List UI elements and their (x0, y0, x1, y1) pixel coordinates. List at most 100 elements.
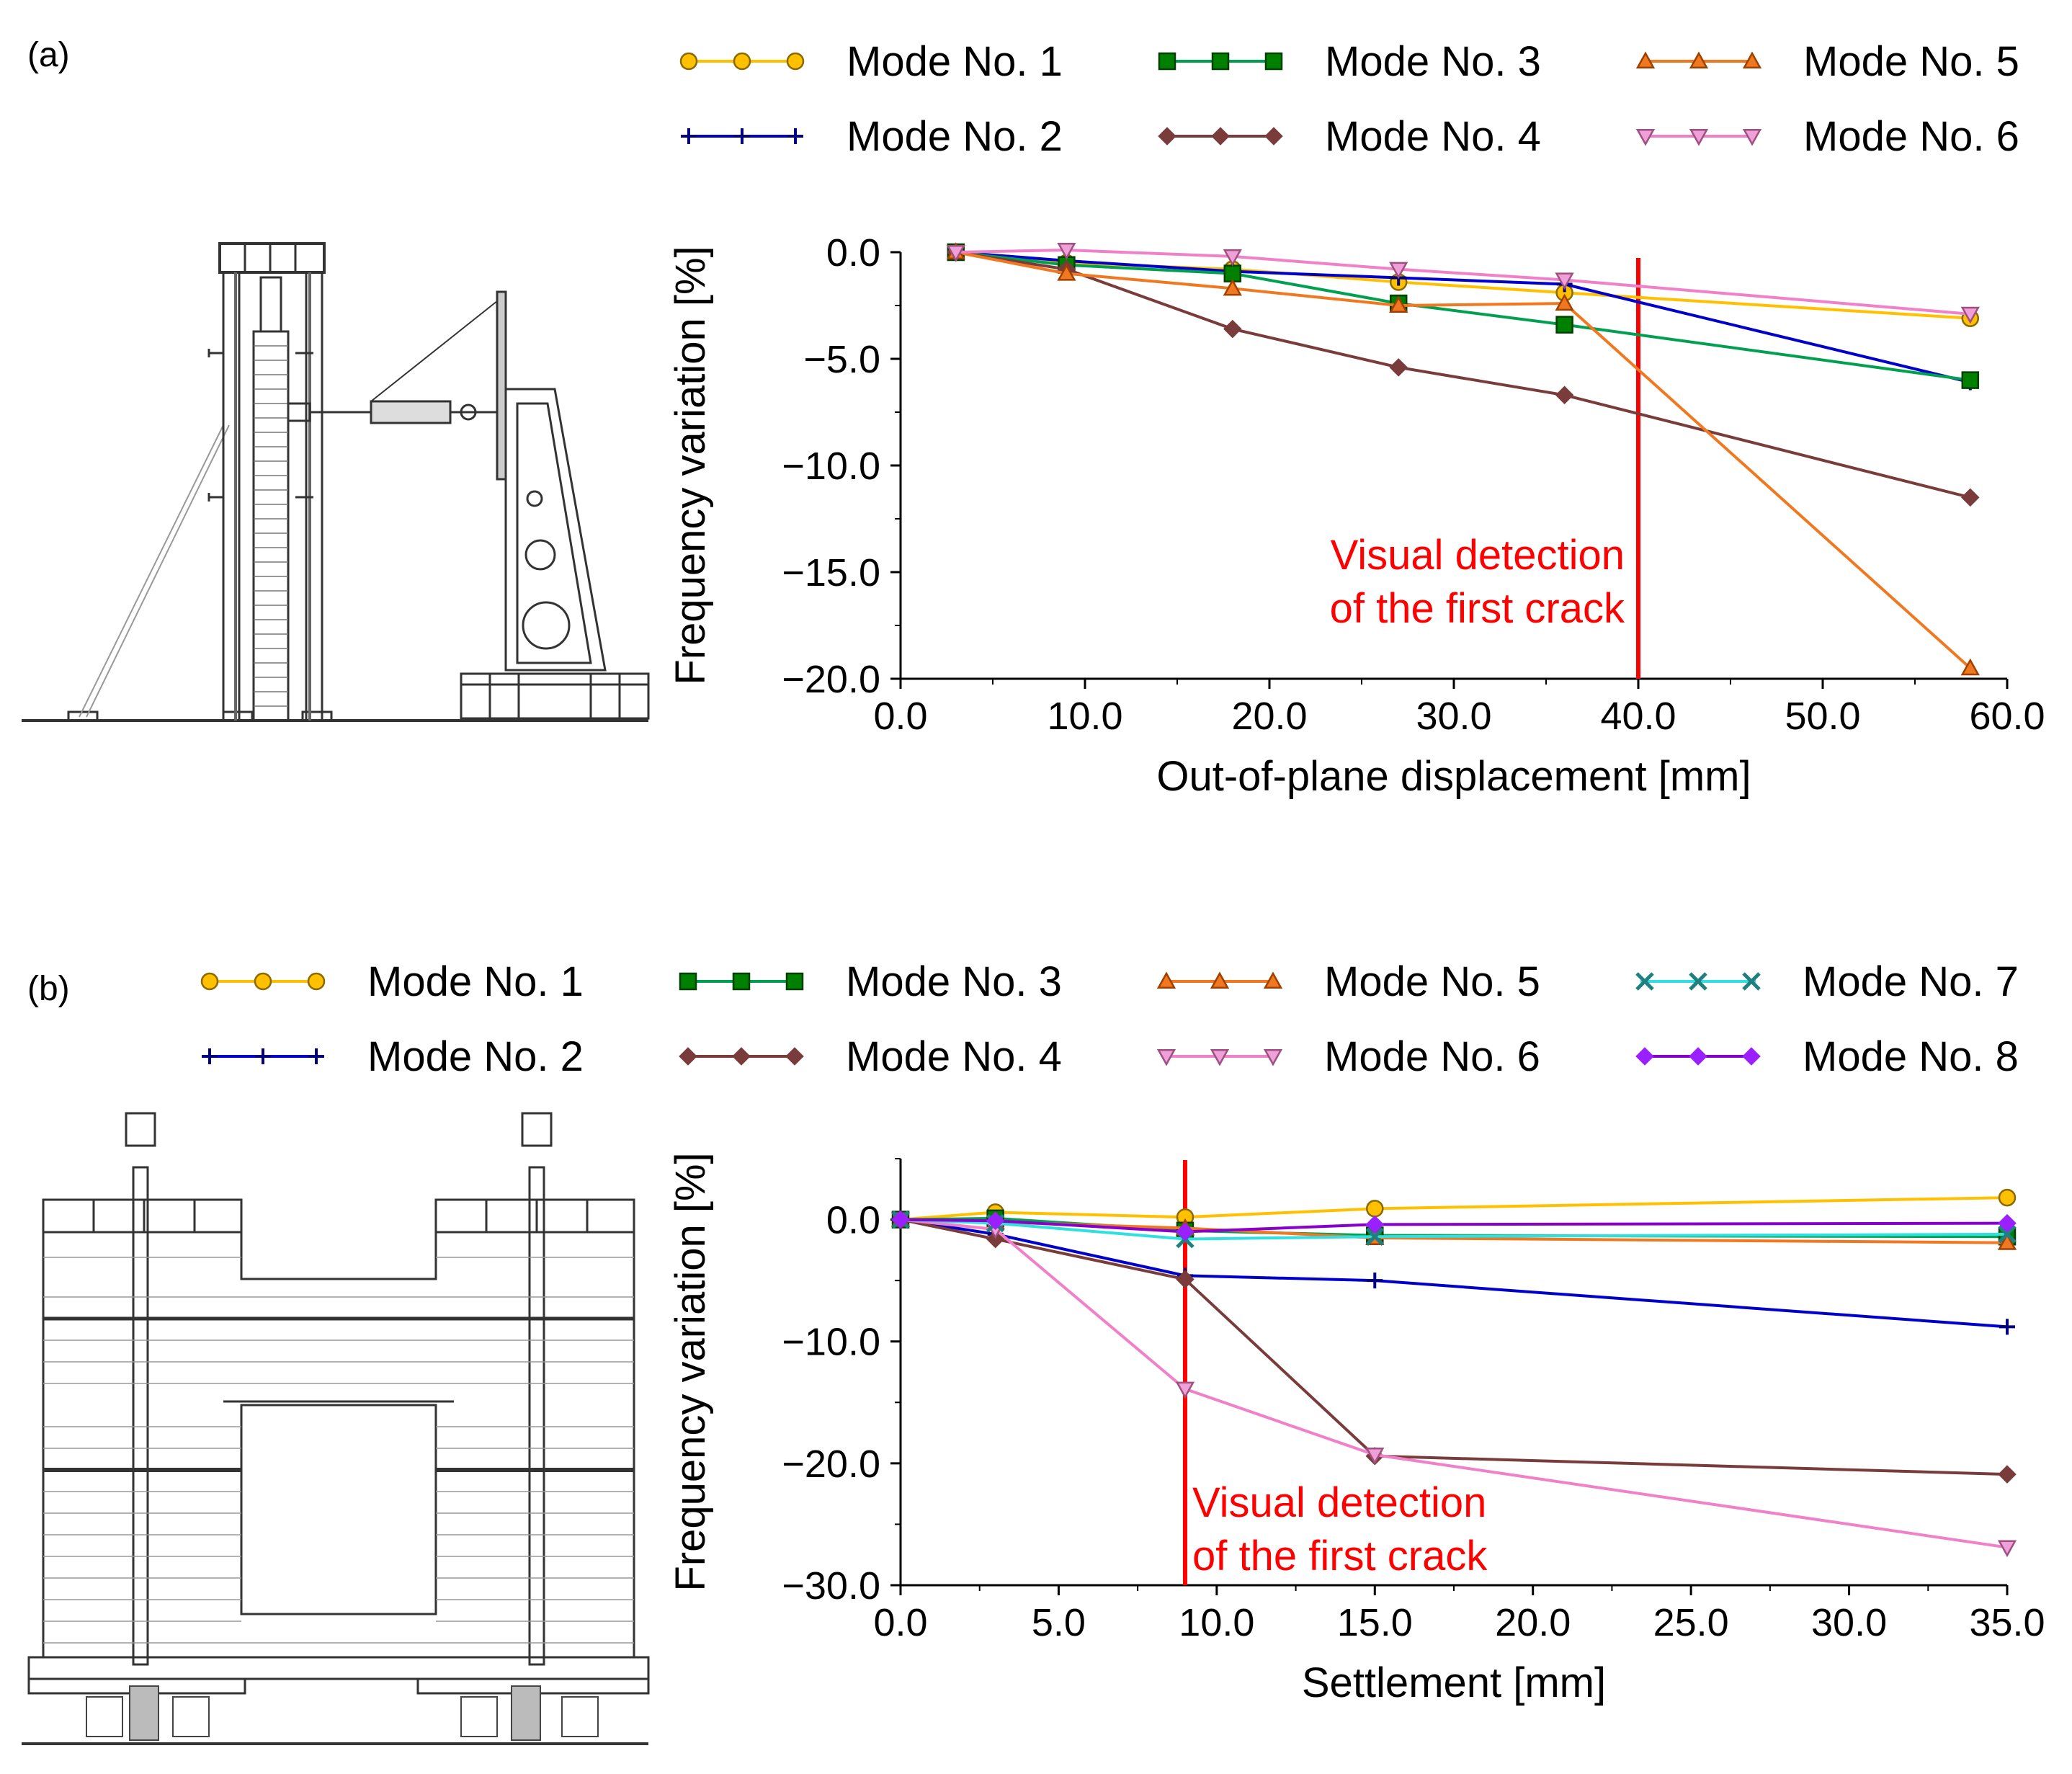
legend-swatch-marker (1689, 128, 1709, 146)
data-point-mode-no-4 (1389, 358, 1408, 377)
x-tick-label: 5.0 (1032, 1601, 1086, 1644)
legend-swatch-marker (254, 972, 272, 991)
x-tick-label: 40.0 (1600, 695, 1676, 738)
chart-a-out-of-plane: 0.0 10.0 20.0 30.0 40.0 50.0 60.0 0.0 −5.0 −10.0 −… (667, 38, 2045, 800)
data-point-mode-no-7 (1998, 1225, 2017, 1244)
legend-swatch-marker (1635, 51, 1656, 69)
legend-label: Mode No. 4 (1325, 113, 1541, 160)
data-point-mode-no-5 (1555, 293, 1574, 311)
data-point-mode-no-1 (1366, 1200, 1384, 1218)
data-point-mode-no-4 (1223, 319, 1242, 339)
legend-label: Mode No. 1 (367, 958, 584, 1005)
x-tick-label: 0.0 (873, 695, 927, 738)
series-line-mode-no-4 (900, 1218, 2008, 1476)
series-line-mode-no-6 (955, 249, 1970, 316)
series-mode-no-5 (946, 242, 1980, 676)
data-point-mode-no-8 (1176, 1222, 1194, 1242)
legend-swatch-marker (1263, 1048, 1283, 1066)
legend: Mode No. 1 Mode No. 3 Mode No. 5 Mode No. 7… (200, 958, 2019, 1080)
legend-label: Mode No. 1 (847, 38, 1063, 85)
data-point-mode-no-6 (1175, 1381, 1195, 1399)
series-mode-no-8 (891, 1210, 2017, 1242)
data-point-mode-no-5 (1223, 278, 1242, 296)
legend-swatch-marker (785, 1047, 804, 1066)
crack-annotation-line1: Visual detection (1192, 1479, 1486, 1526)
data-point-mode-no-8 (891, 1210, 910, 1229)
y-tick-label: −30.0 (782, 1564, 880, 1608)
data-point-mode-no-5 (1389, 295, 1408, 313)
legend-item-mode-no-2: Mode No. 2 (681, 113, 1063, 160)
legend: Mode No. 1 Mode No. 3 Mode No. 5 Mode No. 2… (679, 38, 2019, 160)
legend-label: Mode No. 3 (846, 958, 1062, 1005)
legend-swatch-marker (787, 128, 803, 144)
legend-swatch-marker (732, 972, 751, 991)
series-mode-no-1 (947, 243, 1980, 328)
series-mode-no-4 (947, 243, 1980, 507)
legend-swatch-marker (1264, 127, 1283, 146)
data-point-mode-no-8 (1365, 1215, 1385, 1234)
x-tick-label: 60.0 (1969, 695, 2045, 738)
legend-swatch-marker (679, 52, 698, 71)
legend-swatch-marker (786, 52, 805, 71)
data-point-mode-no-4 (1961, 488, 1980, 507)
data-point-mode-no-6 (946, 244, 965, 262)
y-tick-label: −10.0 (782, 1321, 880, 1364)
series-line-mode-no-5 (955, 251, 1972, 669)
legend-item-mode-no-4: Mode No. 4 (1158, 113, 1541, 160)
legend-swatch-marker (307, 972, 326, 991)
series-line-mode-no-1 (900, 1196, 2008, 1221)
legend-swatch-marker (1689, 972, 1707, 991)
data-point-mode-no-6 (1057, 242, 1076, 260)
legend-swatch-marker (1742, 972, 1761, 991)
legend-item-mode-no-6: Mode No. 6 (1156, 1033, 1540, 1080)
x-tick-label: 30.0 (1811, 1601, 1887, 1644)
legend-swatch-marker (734, 128, 750, 144)
legend-swatch-marker (1742, 1047, 1761, 1066)
y-tick-label: −20.0 (782, 658, 880, 701)
legend-swatch-marker (1689, 51, 1709, 69)
y-tick-label: 0.0 (826, 1199, 880, 1242)
legend-swatch-marker (1689, 1047, 1707, 1066)
x-tick-label: 15.0 (1337, 1601, 1413, 1644)
settlement-test-rig-drawing (22, 1112, 650, 1745)
data-point-mode-no-6 (1389, 262, 1408, 280)
legend-item-mode-no-8: Mode No. 8 (1635, 1033, 2019, 1080)
x-tick-label: 50.0 (1785, 695, 1860, 738)
legend-item-mode-no-1: Mode No. 1 (679, 38, 1063, 85)
data-point-mode-no-4 (1555, 385, 1574, 405)
legend-swatch-marker (1156, 971, 1176, 989)
legend-swatch-marker (733, 52, 751, 71)
legend-swatch-marker (1211, 127, 1230, 146)
legend-label: Mode No. 2 (367, 1033, 584, 1080)
legend-swatch-marker (1211, 52, 1230, 71)
legend-swatch-marker (1742, 128, 1762, 146)
legend-swatch-marker (1742, 51, 1762, 69)
legend-swatch-marker (200, 972, 219, 991)
data-point-mode-no-8 (986, 1211, 1005, 1231)
y-tick-label: 0.0 (826, 231, 880, 275)
legend-swatch-marker (202, 1048, 218, 1064)
data-point-mode-no-6 (1997, 1540, 2017, 1558)
legend-swatch-marker (679, 1047, 697, 1066)
legend-label: Mode No. 6 (1803, 113, 2019, 160)
x-tick-label: 20.0 (1495, 1601, 1571, 1644)
y-axis-label: Frequency variation [%] (667, 1152, 714, 1591)
legend-swatch-marker (1263, 971, 1283, 989)
series-mode-no-6 (946, 242, 1980, 324)
x-tick-label: 20.0 (1231, 695, 1307, 738)
legend-swatch-marker (1264, 52, 1283, 71)
legend-swatch-marker (679, 972, 697, 991)
legend-label: Mode No. 4 (846, 1033, 1062, 1080)
y-tick-label: −20.0 (782, 1443, 880, 1486)
legend-item-mode-no-7: Mode No. 7 (1635, 958, 2019, 1005)
x-tick-label: 35.0 (1969, 1601, 2045, 1644)
data-point-mode-no-3 (1555, 316, 1573, 334)
x-tick-label: 25.0 (1653, 1601, 1729, 1644)
data-point-mode-no-5 (1960, 658, 1980, 676)
legend-swatch-marker (1210, 971, 1230, 989)
data-point-mode-no-4 (1176, 1270, 1194, 1289)
data-point-mode-no-2 (1999, 1319, 2015, 1335)
data-point-mode-no-6 (1365, 1447, 1385, 1465)
legend-item-mode-no-3: Mode No. 3 (679, 958, 1062, 1005)
legend-swatch-marker (1158, 127, 1176, 146)
